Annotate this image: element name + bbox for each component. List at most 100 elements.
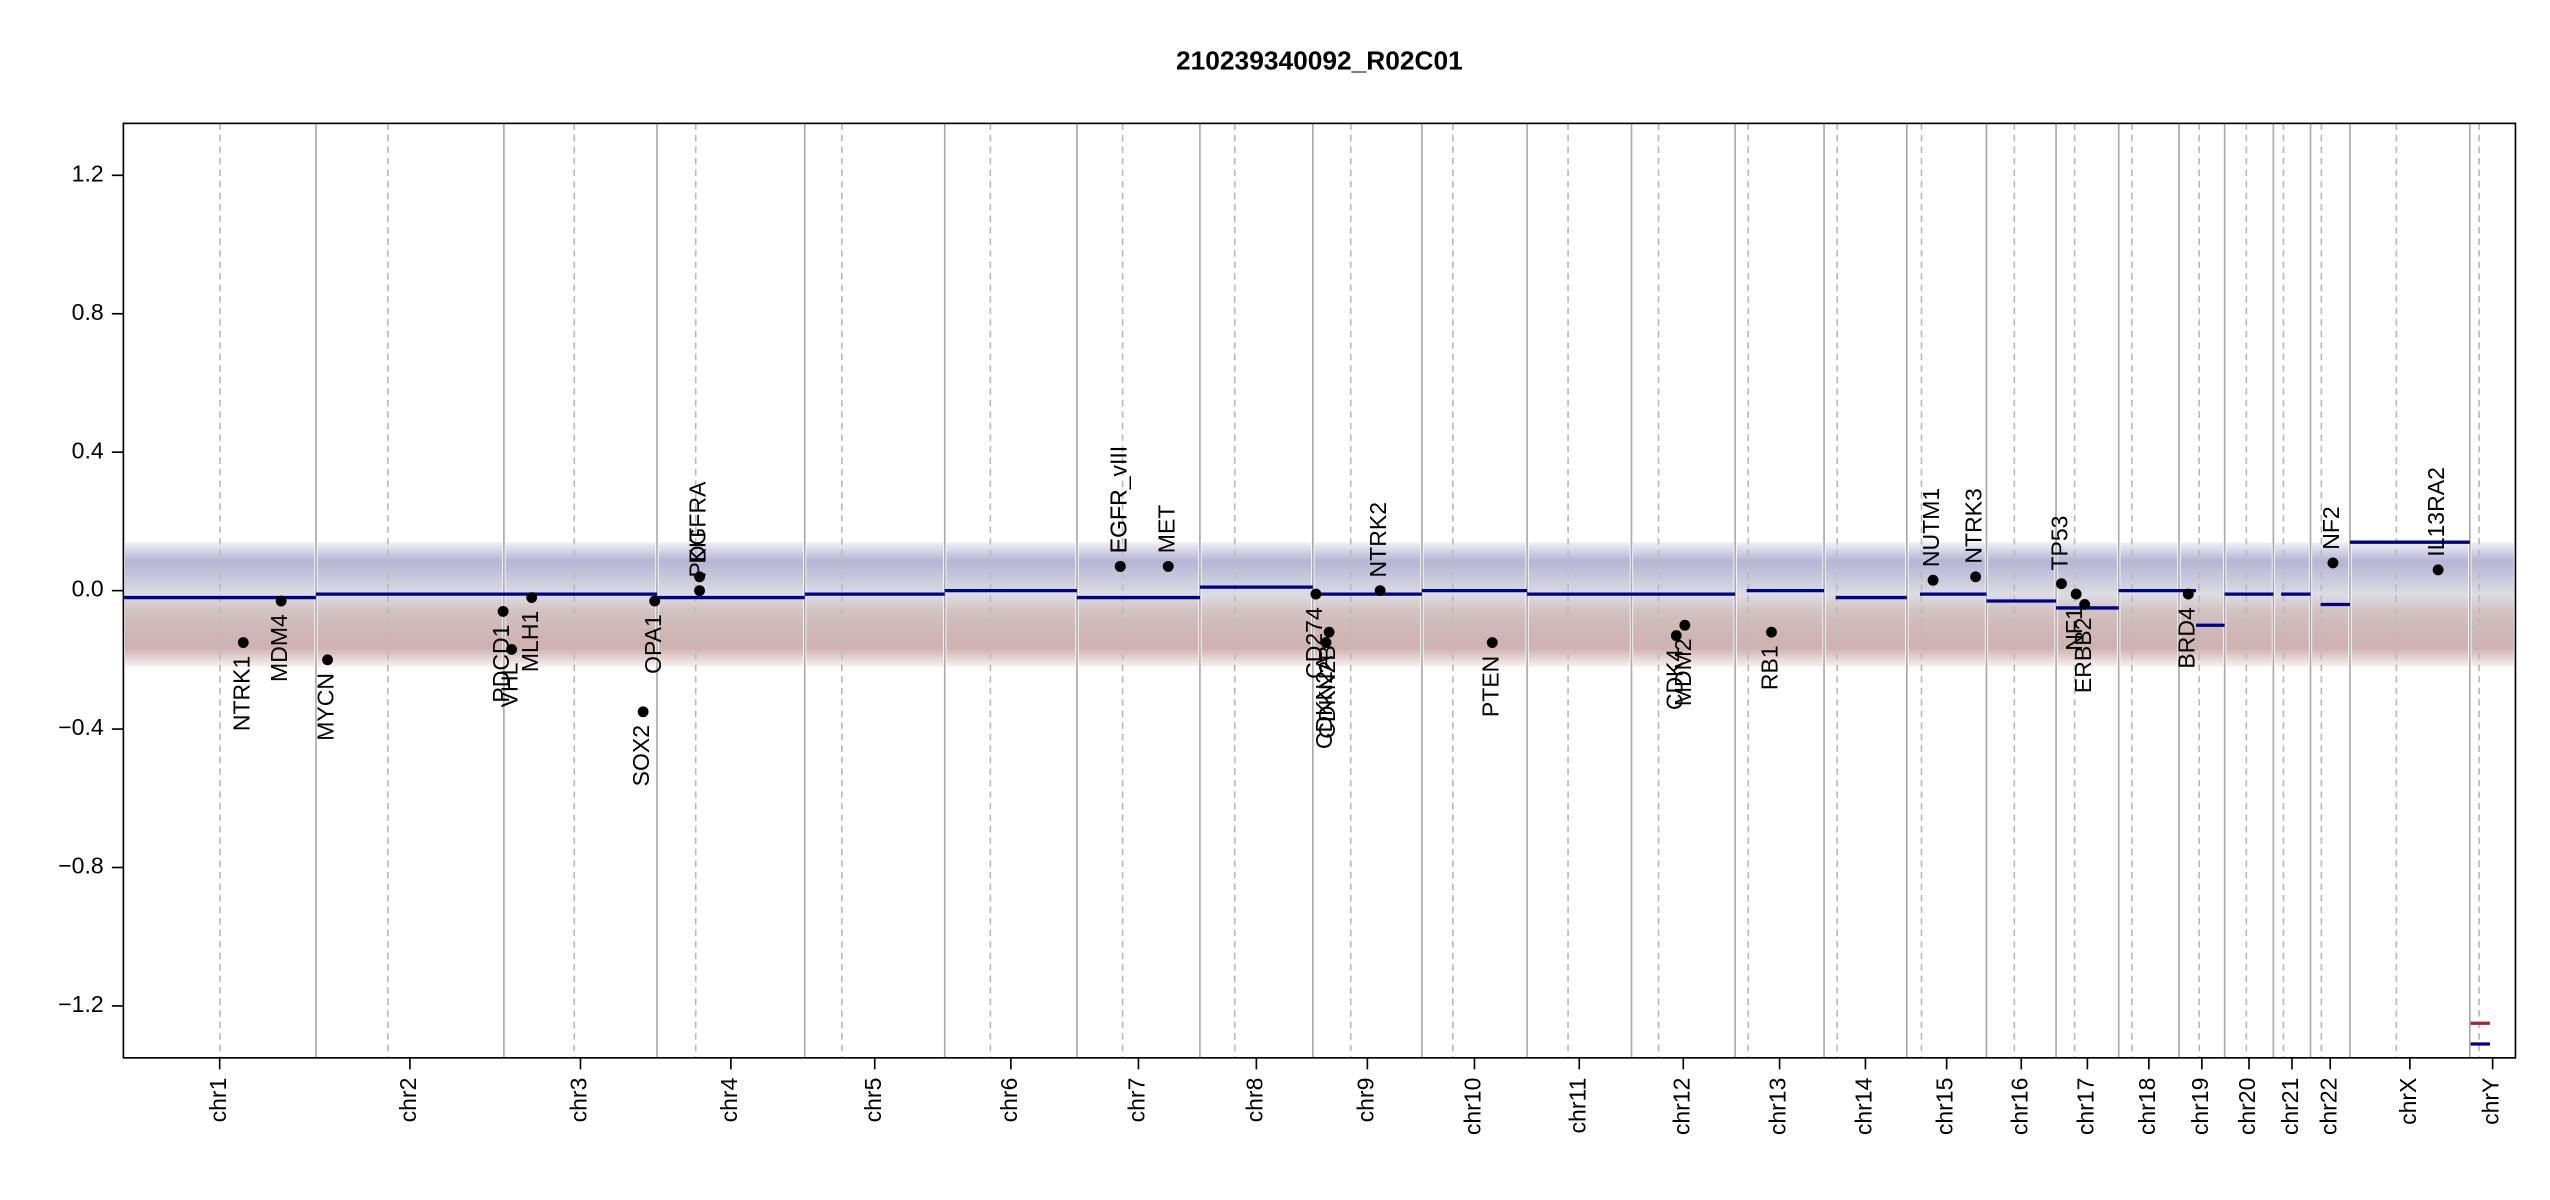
- gene-label: CDK4: [1661, 649, 1687, 711]
- chromosome-label: chr4: [716, 1077, 742, 1122]
- gene-point: [1114, 560, 1126, 572]
- probe-cloud: [1078, 542, 1199, 667]
- chromosome-label: chr22: [2315, 1078, 2341, 1136]
- gene-point: [649, 595, 661, 607]
- probe-cloud: [1736, 542, 1823, 667]
- gene-point: [1310, 588, 1322, 600]
- gene-point: [1323, 626, 1335, 638]
- gene-label: EGFR: [1105, 489, 1131, 553]
- probe-cloud: [1528, 542, 1630, 667]
- gene-point: [1320, 637, 1332, 648]
- chromosome-label: chr16: [2006, 1078, 2032, 1136]
- y-tick-label: 0.8: [72, 299, 104, 325]
- gene-point: [2056, 578, 2067, 590]
- gene-label: OPA1: [640, 614, 666, 674]
- chromosome-label: chr6: [996, 1078, 1022, 1123]
- chromosome-label: chr7: [1124, 1078, 1150, 1123]
- gene-label: CDKN2A: [1311, 655, 1337, 749]
- gene-label: NTRK3: [1961, 488, 1987, 563]
- chart-title: 210239340092_R02C01: [1176, 45, 1463, 75]
- gene-point: [2432, 564, 2444, 576]
- probe-cloud: [1314, 542, 1421, 667]
- gene-point: [1970, 571, 1982, 583]
- gene-point: [1374, 585, 1386, 597]
- gene-label: SOX2: [628, 725, 654, 786]
- probe-cloud: [2471, 542, 2514, 667]
- gene-point: [2327, 557, 2339, 569]
- probe-cloud: [1201, 542, 1312, 667]
- chromosome-label: chr2: [395, 1078, 421, 1123]
- gene-point: [2182, 588, 2194, 600]
- chromosome-label: chr10: [1460, 1078, 1486, 1136]
- gene-label: TP53: [2047, 516, 2073, 571]
- probe-cloud: [2275, 542, 2309, 667]
- chromosome-label: chr12: [1668, 1078, 1694, 1136]
- gene-label: EGFR_vIII: [1105, 446, 1131, 553]
- chromosome-label: chrX: [2395, 1078, 2421, 1125]
- chromosome-label: chr21: [2277, 1078, 2303, 1136]
- gene-point: [322, 654, 333, 666]
- chromosome-label: chr3: [566, 1078, 592, 1123]
- gene-point: [506, 644, 518, 655]
- gene-label: PDGFRA: [685, 481, 711, 578]
- chromosome-label: chr19: [2187, 1078, 2213, 1136]
- gene-point: [1766, 626, 1777, 638]
- y-tick-label: −0.8: [58, 853, 103, 879]
- probe-cloud: [1423, 542, 1526, 667]
- gene-label: NF2: [2318, 506, 2344, 549]
- gene-point: [1927, 574, 1939, 586]
- gene-point: [497, 605, 509, 617]
- gene-label: MDM2: [1670, 638, 1696, 706]
- probe-cloud: [1825, 542, 1906, 667]
- probe-cloud: [2226, 542, 2272, 667]
- probe-cloud: [2120, 542, 2178, 667]
- gene-point: [1162, 560, 1174, 572]
- chromosome-label: chr18: [2134, 1078, 2160, 1136]
- probe-cloud: [2180, 542, 2224, 667]
- gene-label: NTRK2: [1365, 502, 1391, 577]
- gene-point: [1486, 637, 1498, 648]
- gene-label: PDCD1: [488, 625, 514, 703]
- probe-cloud: [505, 542, 656, 667]
- y-tick-label: −0.4: [58, 714, 104, 740]
- gene-label: MDM4: [266, 614, 292, 682]
- gene-label: NF1: [2061, 607, 2087, 650]
- chromosome-label: chr1: [205, 1078, 231, 1123]
- gene-point: [637, 706, 649, 718]
- gene-label: IL13RA2: [2423, 467, 2449, 557]
- gene-point: [237, 637, 249, 648]
- gene-point: [1670, 630, 1682, 642]
- chromosome-label: chr14: [1851, 1077, 1877, 1135]
- probe-cloud: [2351, 542, 2469, 667]
- gene-label: KIT: [685, 528, 711, 564]
- chromosome-label: chr20: [2234, 1078, 2260, 1136]
- y-tick-label: 0.4: [72, 437, 104, 463]
- y-tick-label: −1.2: [58, 991, 103, 1017]
- chromosome-label: chr17: [2072, 1078, 2098, 1136]
- gene-point: [694, 571, 705, 583]
- gene-label: CDKN2B: [1314, 645, 1340, 738]
- gene-point: [526, 592, 538, 603]
- chromosome-label: chr11: [1564, 1078, 1590, 1134]
- gene-label: PTEN: [1477, 656, 1503, 717]
- gene-label: NUTM1: [1918, 488, 1944, 567]
- probe-cloud: [806, 542, 944, 667]
- probe-cloud: [946, 542, 1076, 667]
- probe-cloud: [658, 542, 804, 667]
- gene-point: [275, 595, 287, 607]
- gene-label: VHL: [497, 662, 523, 707]
- chromosome-label: chr9: [1352, 1078, 1378, 1123]
- probe-cloud: [1633, 542, 1734, 667]
- gene-label: MYCN: [313, 673, 339, 741]
- chromosome-label: chr8: [1241, 1078, 1267, 1123]
- gene-label: ERBB2: [2070, 618, 2096, 693]
- chromosome-label: chr15: [1932, 1078, 1958, 1136]
- chromosome-label: chrY: [2478, 1078, 2504, 1125]
- chromosome-label: chr13: [1765, 1078, 1791, 1136]
- gene-label: MLH1: [517, 611, 543, 672]
- gene-label: NTRK1: [228, 656, 254, 731]
- gene-point: [2070, 588, 2082, 600]
- gene-point: [694, 585, 705, 597]
- probe-cloud: [317, 542, 503, 667]
